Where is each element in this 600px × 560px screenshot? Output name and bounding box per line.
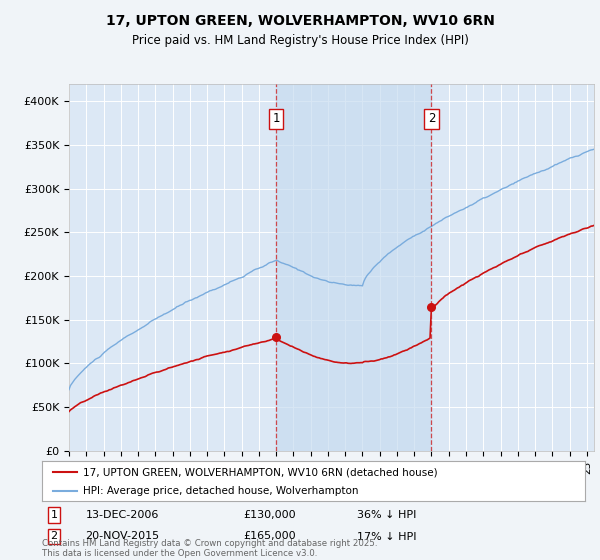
Text: 13-DEC-2006: 13-DEC-2006 (85, 510, 159, 520)
Text: 17, UPTON GREEN, WOLVERHAMPTON, WV10 6RN: 17, UPTON GREEN, WOLVERHAMPTON, WV10 6RN (106, 14, 494, 28)
Text: 1: 1 (50, 510, 58, 520)
Text: 1: 1 (272, 113, 280, 125)
Text: 17% ↓ HPI: 17% ↓ HPI (357, 531, 416, 542)
Text: HPI: Average price, detached house, Wolverhampton: HPI: Average price, detached house, Wolv… (83, 486, 358, 496)
Text: 17, UPTON GREEN, WOLVERHAMPTON, WV10 6RN (detached house): 17, UPTON GREEN, WOLVERHAMPTON, WV10 6RN… (83, 467, 437, 477)
Text: Contains HM Land Registry data © Crown copyright and database right 2025.
This d: Contains HM Land Registry data © Crown c… (42, 539, 377, 558)
Text: £165,000: £165,000 (243, 531, 296, 542)
Text: 20-NOV-2015: 20-NOV-2015 (85, 531, 160, 542)
Text: £130,000: £130,000 (243, 510, 296, 520)
Text: Price paid vs. HM Land Registry's House Price Index (HPI): Price paid vs. HM Land Registry's House … (131, 34, 469, 46)
Text: 2: 2 (50, 531, 58, 542)
Text: 36% ↓ HPI: 36% ↓ HPI (357, 510, 416, 520)
Bar (276, 84, 431, 451)
Text: 2: 2 (428, 113, 435, 125)
